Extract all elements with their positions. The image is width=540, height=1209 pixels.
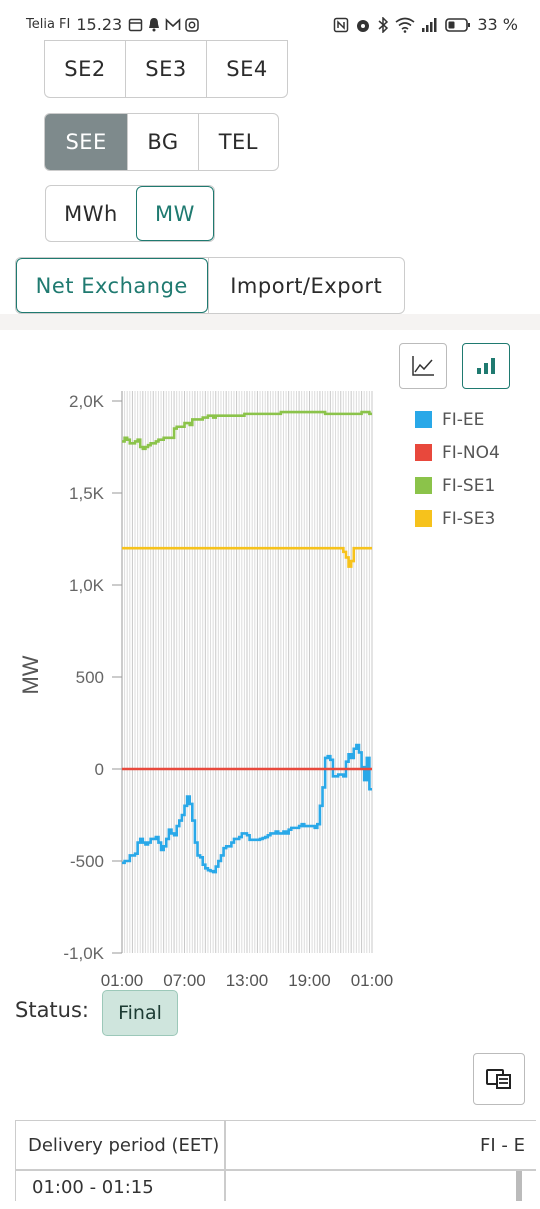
bluetooth-icon (378, 16, 389, 33)
bell-icon (149, 18, 160, 32)
legend-swatch (415, 510, 432, 527)
legend-item-fi-se3[interactable]: FI-SE3 (415, 502, 500, 535)
area-button-se2[interactable]: SE2 (64, 57, 106, 81)
unit-button-mwh[interactable]: MWh (64, 201, 118, 226)
y-axis-ticks: 2,0K 1,5K 1,0K 500 0 -500 -1,0K (63, 392, 122, 963)
table-cell-delivery-period: 01:00 - 01:15 (32, 1177, 154, 1198)
column-divider (224, 1121, 226, 1201)
battery-percent: 33 % (477, 15, 518, 34)
x-tick-label: 01:00 (351, 971, 394, 990)
x-tick-label: 19:00 (288, 971, 331, 990)
x-tick-label: 07:00 (163, 971, 206, 990)
area-button-se4[interactable]: SE4 (206, 41, 287, 97)
area-button-see[interactable]: SEE (45, 114, 128, 170)
x-tick-label: 13:00 (226, 971, 269, 990)
calendar-icon (128, 18, 143, 32)
data-table: Delivery period (EET) FI - E 01:00 - 01:… (15, 1120, 536, 1201)
bar-chart-button[interactable] (462, 343, 510, 389)
legend-swatch (415, 411, 432, 428)
area-button-bg[interactable]: BG (127, 114, 197, 170)
x-axis-ticks: 01:00 07:00 13:00 19:00 01:00 (101, 971, 394, 990)
view-button-import-export[interactable]: Import/Export (207, 258, 405, 313)
legend-item-fi-no4[interactable]: FI-NO4 (415, 436, 500, 469)
row-divider (16, 1169, 536, 1171)
line-chart-icon (412, 356, 434, 376)
bar-chart-icon (477, 358, 495, 374)
y-tick-label: -500 (70, 852, 104, 871)
nfc-icon (334, 17, 349, 32)
legend-item-fi-se1[interactable]: FI-SE1 (415, 469, 500, 502)
carrier-label: Telia FI (26, 17, 71, 32)
chart-legend: FI-EE FI-NO4 FI-SE1 FI-SE3 (415, 403, 500, 535)
y-tick-label: 1,5K (69, 484, 105, 503)
y-tick-label: 2,0K (69, 392, 105, 411)
area-button-tel[interactable]: TEL (197, 114, 278, 170)
mail-icon (165, 17, 181, 30)
legend-item-fi-ee[interactable]: FI-EE (415, 403, 500, 436)
series-line-fi-se3 (122, 546, 372, 568)
area-button-group-1: SE2 SE3 SE4 (44, 40, 288, 98)
y-tick-label: 1,0K (69, 576, 105, 595)
legend-swatch (415, 444, 432, 461)
column-header-fi-ee[interactable]: FI - E (480, 1134, 525, 1156)
y-tick-label: 500 (76, 668, 104, 687)
export-table-button[interactable] (473, 1053, 525, 1105)
alarm-icon (357, 19, 370, 32)
wifi-icon (395, 17, 415, 33)
chart-series (122, 410, 372, 874)
column-divider (516, 1171, 522, 1201)
column-header-delivery-period[interactable]: Delivery period (EET) (28, 1134, 220, 1156)
unit-button-group: MWh MW (45, 185, 215, 242)
view-button-group: Net Exchange Import/Export (15, 257, 405, 314)
status-badge: Final (102, 990, 178, 1036)
y-tick-label: 0 (95, 760, 104, 779)
instagram-icon (185, 17, 199, 32)
section-divider (0, 314, 540, 330)
signal-icon (422, 17, 437, 32)
clock: 15.23 (76, 15, 123, 34)
status-bar-right: 33 % (333, 15, 518, 34)
area-button-group-2: SEE BG TEL (44, 113, 279, 171)
table-export-icon (486, 1069, 511, 1089)
y-tick-label: -1,0K (63, 944, 104, 963)
unit-button-mw[interactable]: MW (136, 186, 214, 241)
legend-swatch (415, 477, 432, 494)
chart-grid (121, 391, 373, 953)
status-label: Status: (15, 998, 89, 1022)
line-chart-button[interactable] (399, 343, 447, 389)
legend-label: FI-NO4 (442, 442, 500, 463)
notification-icons (128, 17, 199, 32)
battery-icon (445, 17, 471, 32)
legend-label: FI-SE3 (442, 508, 496, 529)
legend-label: FI-SE1 (442, 475, 496, 496)
y-axis-label: MW (18, 655, 43, 694)
series-line-fi-ee (122, 743, 372, 874)
area-button-se3[interactable]: SE3 (125, 41, 206, 97)
series-line-fi-se1 (122, 410, 372, 451)
x-tick-label: 01:00 (101, 971, 144, 990)
view-button-net-exchange[interactable]: Net Exchange (16, 258, 208, 313)
status-bar-left: Telia FI 15.23 (26, 15, 199, 34)
legend-label: FI-EE (442, 409, 485, 430)
